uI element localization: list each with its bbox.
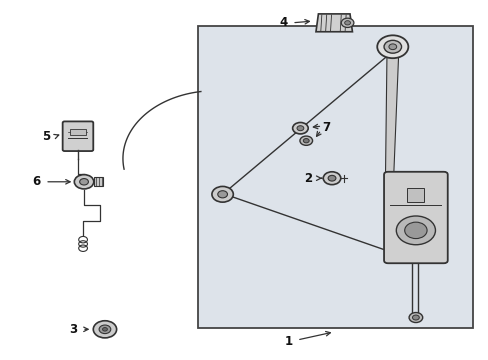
Text: 1: 1 [284,335,292,348]
Bar [70,129,85,135]
Circle shape [376,35,407,58]
Bar [94,177,103,186]
Text: 4: 4 [279,16,287,29]
Circle shape [296,126,303,131]
Circle shape [412,315,418,320]
Circle shape [323,172,340,185]
Circle shape [211,186,233,202]
Circle shape [383,40,401,53]
Circle shape [408,312,422,323]
Circle shape [344,21,350,25]
Text: 3: 3 [69,323,77,336]
Text: 7: 7 [322,121,329,134]
Text: 2: 2 [304,172,312,185]
Circle shape [299,136,312,145]
Circle shape [102,328,107,331]
Circle shape [303,139,308,143]
FancyBboxPatch shape [62,121,93,151]
Circle shape [395,216,435,245]
Circle shape [327,175,335,181]
Polygon shape [385,55,398,175]
Bar [407,188,423,202]
Circle shape [404,222,426,239]
Circle shape [99,325,111,334]
Bar [198,26,472,328]
FancyBboxPatch shape [383,172,447,263]
Polygon shape [315,14,352,32]
Circle shape [341,18,353,27]
Circle shape [93,321,116,338]
Circle shape [74,175,94,189]
Circle shape [292,122,307,134]
Text: 6: 6 [32,175,41,188]
Circle shape [388,44,396,50]
Circle shape [80,179,88,185]
Text: 5: 5 [42,130,50,143]
Circle shape [217,191,227,198]
